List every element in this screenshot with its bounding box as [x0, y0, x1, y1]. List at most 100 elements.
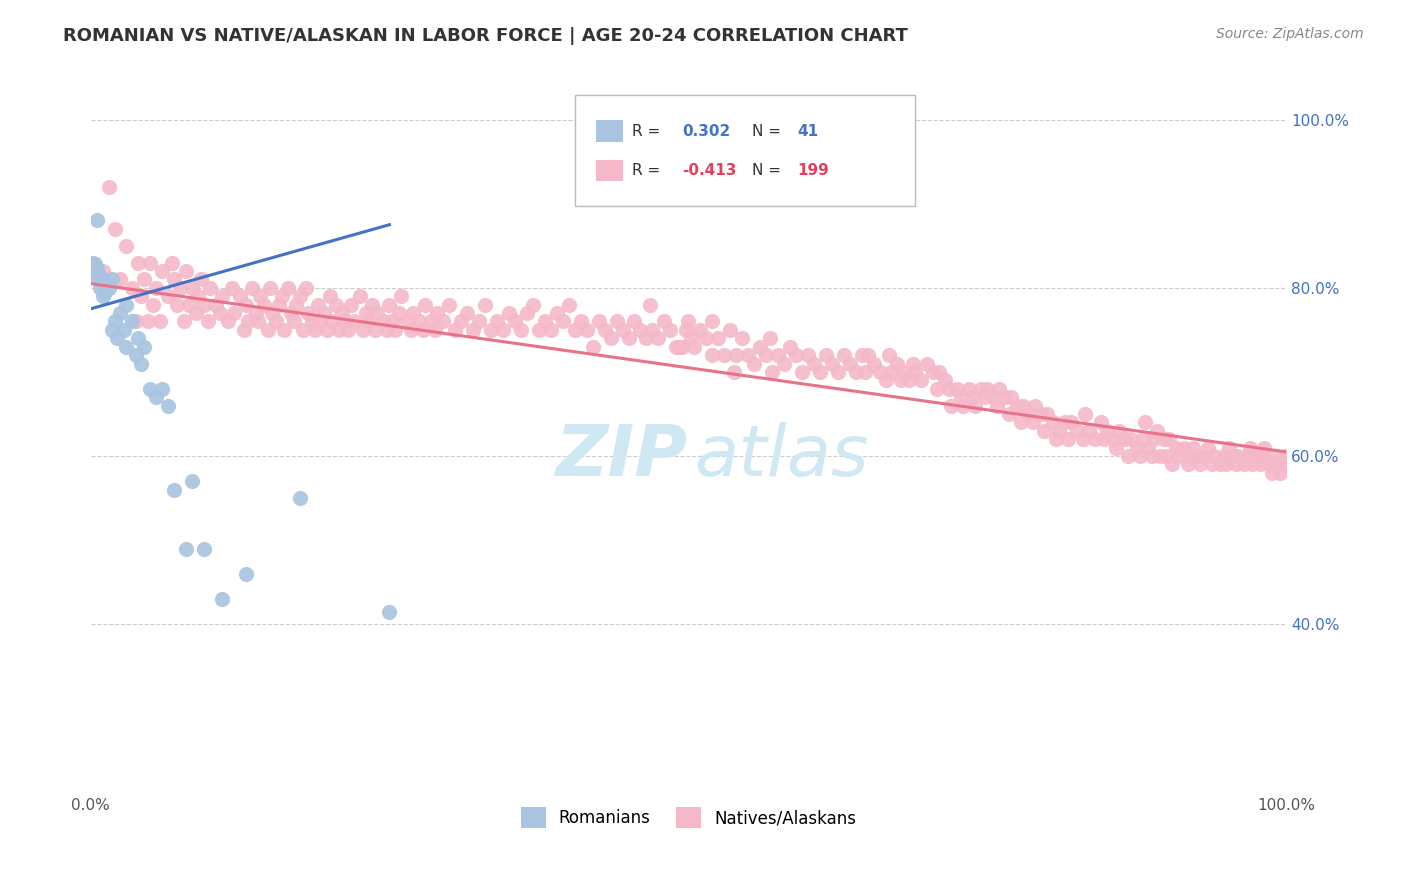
Point [157, 289, 180, 303]
Point [169, 281, 191, 295]
Point [785, 348, 807, 362]
Point [103, 314, 125, 328]
Point [1233, 458, 1256, 472]
Point [127, 255, 149, 269]
Point [707, 331, 730, 345]
Point [193, 298, 215, 312]
FancyBboxPatch shape [596, 160, 623, 181]
Point [1077, 424, 1099, 438]
Point [540, 323, 562, 337]
Point [1239, 441, 1261, 455]
Point [83, 260, 105, 274]
Point [856, 348, 879, 362]
Point [474, 298, 496, 312]
Point [630, 323, 652, 337]
Point [845, 365, 868, 379]
Point [668, 340, 690, 354]
Point [262, 306, 284, 320]
Point [1045, 432, 1067, 446]
Point [957, 382, 980, 396]
Point [181, 281, 204, 295]
Point [689, 323, 711, 337]
Point [1209, 458, 1232, 472]
Point [1000, 390, 1022, 404]
Point [564, 323, 586, 337]
Point [1084, 432, 1107, 446]
Point [1090, 416, 1112, 430]
Text: Source: ZipAtlas.com: Source: ZipAtlas.com [1216, 27, 1364, 41]
Point [423, 323, 446, 337]
Point [862, 357, 884, 371]
Point [283, 314, 305, 328]
Point [498, 306, 520, 320]
Point [1057, 432, 1080, 446]
Point [702, 348, 724, 362]
Point [1185, 449, 1208, 463]
Point [1164, 441, 1187, 455]
Text: atlas: atlas [695, 422, 869, 491]
Point [1119, 432, 1142, 446]
Point [725, 348, 748, 362]
Point [197, 314, 219, 328]
Point [617, 331, 640, 345]
Point [946, 382, 969, 396]
Point [349, 289, 371, 303]
Point [1105, 441, 1128, 455]
Point [89, 281, 111, 295]
Point [150, 382, 173, 396]
Point [588, 314, 610, 328]
Point [316, 323, 339, 337]
Point [149, 314, 172, 328]
Point [723, 365, 745, 379]
Point [157, 399, 180, 413]
Point [1129, 449, 1152, 463]
Point [575, 323, 598, 337]
Point [527, 323, 550, 337]
Point [360, 298, 382, 312]
Point [173, 314, 195, 328]
Point [853, 365, 876, 379]
Point [444, 323, 467, 337]
Point [1212, 449, 1234, 463]
Point [875, 373, 897, 387]
Point [1241, 458, 1264, 472]
Point [976, 382, 998, 396]
Point [222, 306, 245, 320]
Point [139, 382, 162, 396]
Point [702, 314, 724, 328]
Point [82, 264, 104, 278]
Point [695, 331, 717, 345]
Point [105, 331, 128, 345]
Point [129, 357, 152, 371]
Point [94, 285, 117, 299]
Point [654, 314, 676, 328]
Point [1018, 407, 1040, 421]
Point [112, 323, 135, 337]
Point [83, 268, 105, 282]
Point [821, 357, 844, 371]
Point [328, 323, 350, 337]
Point [1114, 432, 1136, 446]
Point [163, 272, 186, 286]
Point [399, 323, 422, 337]
Point [1108, 424, 1130, 438]
Point [941, 399, 963, 413]
Point [402, 306, 425, 320]
Point [910, 373, 932, 387]
Point [546, 306, 568, 320]
Point [890, 373, 912, 387]
Point [309, 314, 332, 328]
Point [1197, 441, 1219, 455]
Point [91, 289, 114, 303]
Point [606, 314, 628, 328]
Point [84, 264, 107, 278]
Point [352, 323, 374, 337]
Point [755, 348, 778, 362]
Point [87, 268, 110, 282]
Point [384, 323, 406, 337]
Point [256, 323, 278, 337]
Point [599, 331, 621, 345]
Point [1180, 449, 1202, 463]
Point [779, 340, 801, 354]
Point [269, 298, 291, 312]
